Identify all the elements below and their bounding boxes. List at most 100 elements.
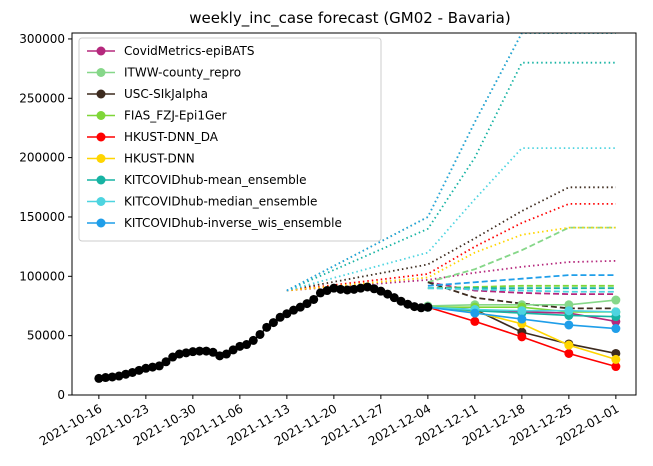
legend-entry: KITCOVIDhub-mean_ensemble — [87, 173, 306, 187]
observed-point — [295, 302, 305, 312]
legend-label: HKUST-DNN — [124, 152, 195, 166]
observed-point — [282, 309, 292, 319]
median-point — [517, 306, 527, 316]
median-point — [611, 354, 621, 364]
observed-point — [161, 357, 171, 367]
observed-point — [423, 302, 433, 312]
legend-swatch-marker — [96, 89, 106, 99]
median-point — [564, 320, 574, 330]
y-tick-label: 250000 — [19, 91, 65, 105]
forecast-line-KITCOVIDhub-median_ensemble — [286, 147, 616, 292]
observed-point — [383, 289, 393, 299]
observed-point — [181, 348, 191, 358]
observed-point — [174, 349, 184, 359]
observed-point — [409, 302, 419, 312]
legend-entry: KITCOVIDhub-inverse_wis_ensemble — [87, 216, 342, 230]
forecast-line-HKUST-DNN_DA — [286, 203, 616, 292]
legend-label: FIAS_FZJ-Epi1Ger — [124, 109, 227, 123]
legend-box — [78, 37, 382, 242]
legend-swatch-marker — [96, 111, 106, 120]
median-lines — [423, 295, 621, 372]
observed-point — [221, 349, 231, 359]
observed-point — [275, 312, 285, 322]
legend-entry: HKUST-DNN_DA — [87, 130, 219, 144]
observed-point — [389, 293, 399, 303]
median-point — [611, 362, 621, 372]
legend-label: HKUST-DNN_DA — [124, 130, 219, 144]
observed-point — [148, 362, 158, 372]
y-tick-label: 100000 — [19, 269, 65, 283]
observed-point — [289, 305, 299, 315]
median-point — [564, 306, 574, 316]
forecast-lines — [286, 33, 616, 310]
legend-swatch-marker — [96, 175, 106, 185]
forecast-line-KITCOVIDhub-inverse_wis_ensemble — [427, 274, 616, 287]
y-tick-label: 50000 — [27, 329, 65, 343]
median-point — [611, 295, 621, 305]
observed-point — [262, 322, 272, 332]
forecast-line-CovidMetrics-epiBATS — [286, 259, 616, 292]
legend: CovidMetrics-epiBATS ITWW-county_repro USC… — [78, 37, 382, 242]
legend-swatch-marker — [96, 46, 106, 56]
legend-label: KITCOVIDhub-median_ensemble — [124, 195, 317, 209]
observed-point — [349, 284, 359, 294]
median-point — [470, 316, 480, 326]
legend-swatch-marker — [96, 132, 106, 142]
median-point — [611, 307, 621, 317]
legend-swatch-marker — [96, 197, 106, 206]
observed-point — [309, 294, 319, 304]
median-point — [564, 340, 574, 350]
legend-entry: KITCOVIDhub-median_ensemble — [87, 195, 317, 209]
legend-entry: FIAS_FZJ-Epi1Ger — [87, 109, 227, 123]
observed-point — [94, 373, 104, 383]
observed-point — [396, 296, 406, 306]
legend-swatch-marker — [96, 218, 106, 228]
legend-swatch-marker — [96, 68, 106, 77]
observed-point — [329, 283, 339, 293]
observed-point — [248, 335, 258, 345]
observed-point — [302, 299, 312, 309]
y-tick-label: 300000 — [19, 32, 65, 46]
observed-point — [107, 372, 117, 382]
observed-point — [242, 340, 252, 350]
forecast-line-ITWW-county_repro — [427, 226, 616, 284]
legend-entry: ITWW-county_repro — [87, 66, 241, 80]
legend-label: KITCOVIDhub-inverse_wis_ensemble — [124, 216, 342, 230]
median-point — [517, 332, 527, 342]
observed-point — [356, 283, 366, 293]
legend-entry: USC-SIkJalpha — [87, 87, 208, 101]
forecast-line-KITCOVIDhub-median_ensemble — [427, 287, 616, 293]
observed-point — [376, 286, 386, 296]
y-tick-label: 150000 — [19, 210, 65, 224]
legend-swatch-marker — [96, 154, 106, 163]
chart-title: weekly_inc_case forecast (GM02 - Bavaria… — [189, 9, 510, 28]
observed-point — [141, 363, 151, 373]
legend-label: KITCOVIDhub-mean_ensemble — [124, 173, 306, 187]
legend-label: CovidMetrics-epiBATS — [124, 44, 254, 58]
median-point — [470, 308, 480, 318]
median-point — [611, 324, 621, 334]
observed-point — [154, 361, 164, 371]
forecast-line-USC-SIkJalpha — [427, 281, 616, 310]
legend-entry: HKUST-DNN — [87, 152, 195, 166]
observed-series — [94, 282, 433, 383]
y-tick-label: 0 — [57, 388, 65, 402]
observed-point — [342, 285, 352, 295]
observed-point — [416, 303, 426, 313]
observed-point — [168, 352, 178, 362]
legend-label: USC-SIkJalpha — [124, 87, 208, 101]
legend-label: ITWW-county_repro — [124, 66, 241, 80]
observed-point — [188, 347, 198, 357]
median-point — [564, 348, 574, 358]
forecast-line-HKUST-DNN — [286, 226, 616, 292]
observed-point — [268, 318, 278, 328]
observed-point — [228, 345, 238, 355]
observed-point — [201, 346, 211, 356]
observed-point — [208, 347, 218, 357]
observed-point — [101, 373, 111, 383]
plot-area — [94, 33, 621, 383]
plot-frame — [71, 32, 637, 396]
observed-point — [336, 284, 346, 294]
median-point — [517, 314, 527, 324]
